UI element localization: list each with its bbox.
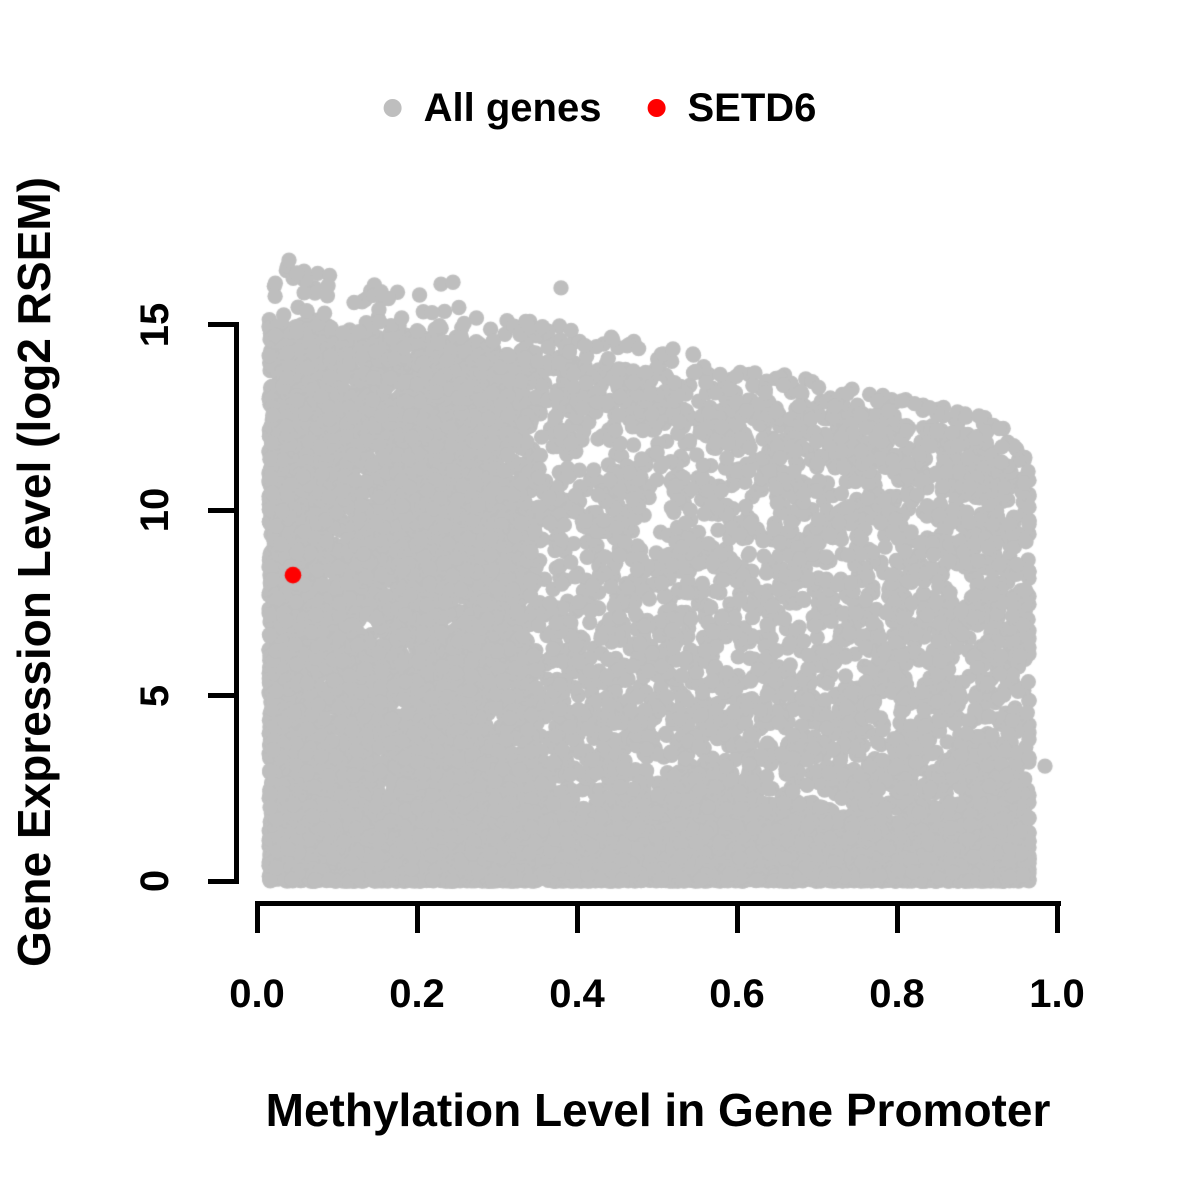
x-tick-label: 0.0	[229, 972, 285, 1016]
legend-item-setd6: SETD6	[647, 88, 816, 128]
y-tick-mark	[208, 507, 235, 513]
x-axis-title: Methylation Level in Gene Promoter	[265, 1084, 1051, 1136]
x-tick-label: 0.4	[549, 972, 605, 1016]
x-tick-label: 0.6	[709, 972, 765, 1016]
x-tick-mark	[574, 906, 580, 933]
x-tick-label: 0.8	[869, 972, 925, 1016]
x-tick-mark	[1054, 906, 1060, 933]
y-tick-label: 15	[133, 302, 177, 348]
y-tick-mark	[208, 693, 235, 699]
y-tick-label: 0	[133, 869, 177, 893]
x-tick-mark	[734, 906, 740, 933]
y-axis-title: Gene Expression Level (log2 RSEM)	[8, 177, 60, 967]
y-tick-mark	[208, 878, 235, 884]
legend: All genes SETD6	[383, 86, 816, 130]
legend-label: All genes	[423, 86, 602, 130]
legend-label: SETD6	[687, 86, 817, 130]
y-tick-mark	[208, 322, 235, 328]
legend-dot-icon	[647, 99, 666, 117]
y-tick-label: 10	[133, 488, 177, 533]
legend-item-all-genes: All genes	[383, 86, 602, 130]
y-axis-line	[234, 322, 239, 884]
y-tick-label: 5	[133, 684, 177, 707]
x-axis-line	[255, 901, 1061, 906]
x-tick-mark	[894, 906, 900, 933]
legend-dot-icon	[383, 99, 402, 117]
x-tick-mark	[414, 906, 420, 933]
x-tick-mark	[254, 906, 260, 933]
x-tick-label: 1.0	[1029, 972, 1085, 1016]
x-tick-label: 0.2	[389, 972, 445, 1016]
